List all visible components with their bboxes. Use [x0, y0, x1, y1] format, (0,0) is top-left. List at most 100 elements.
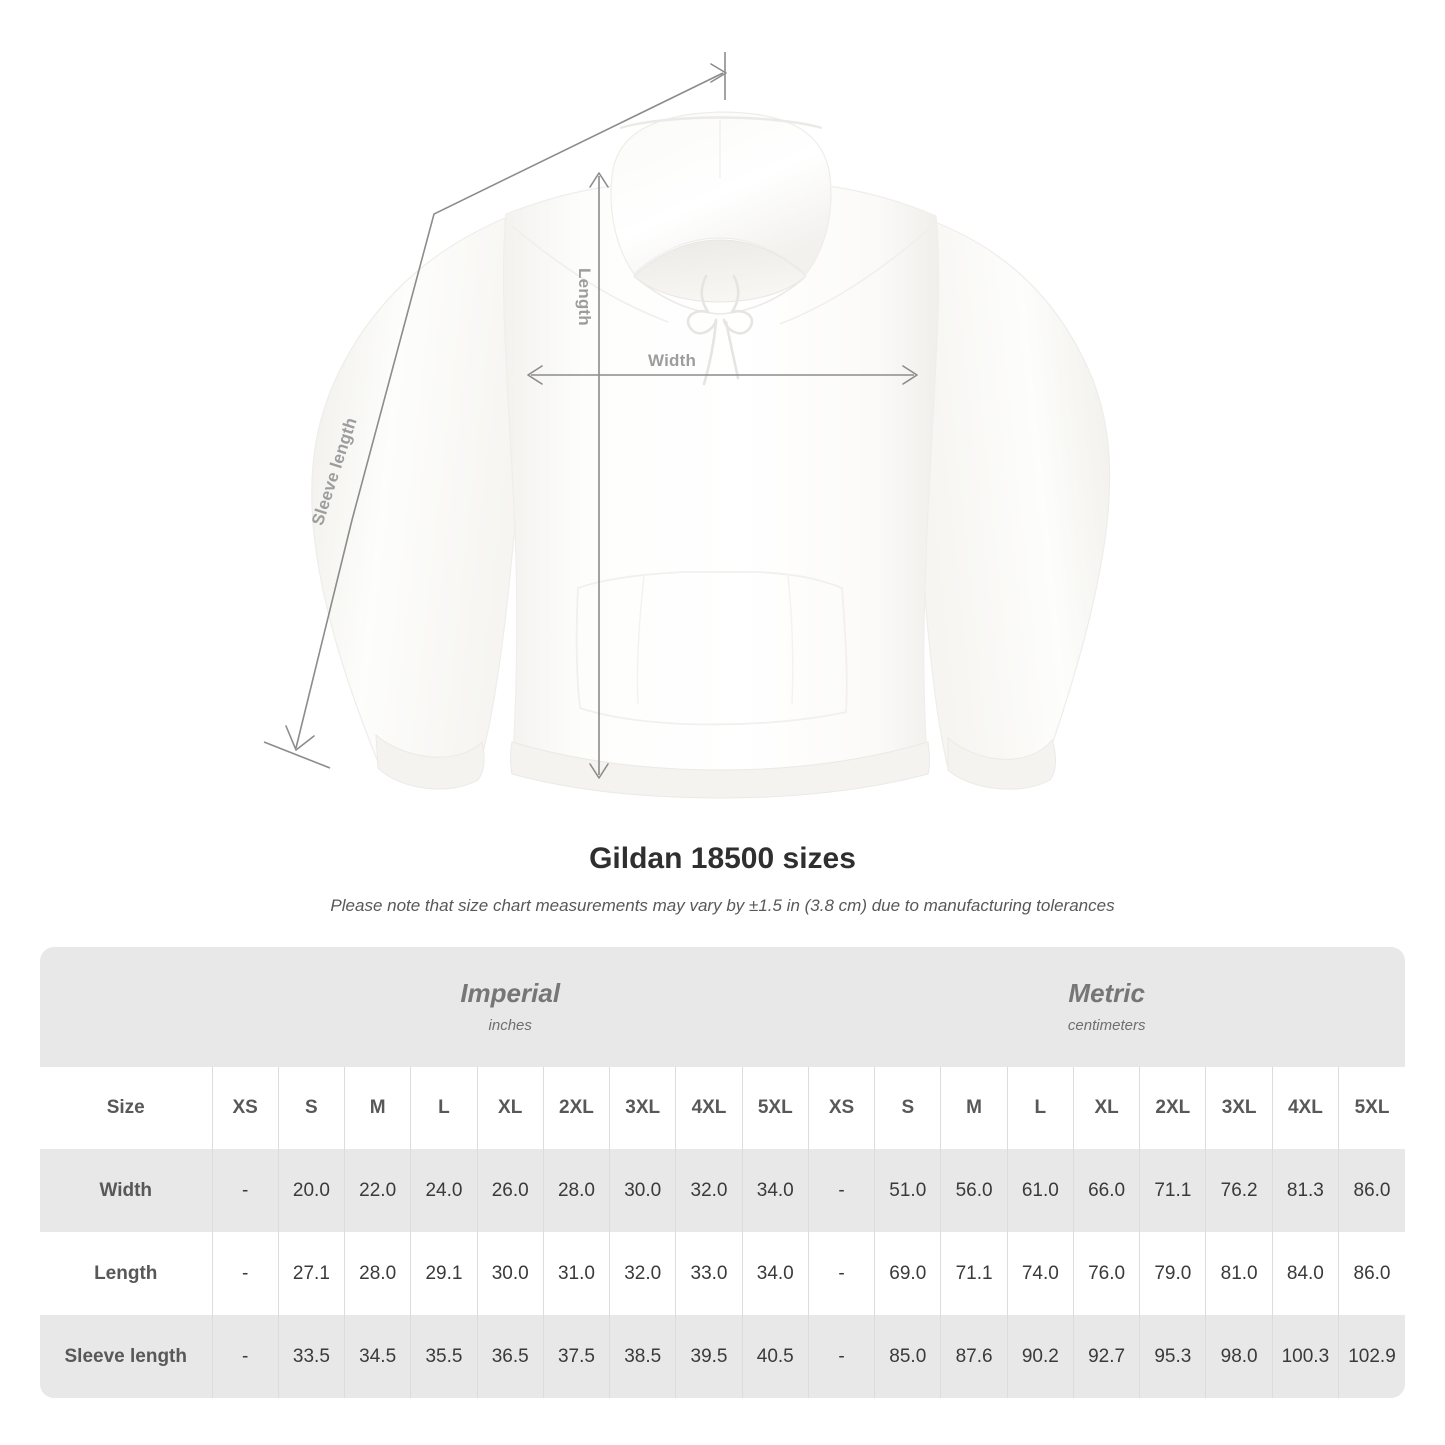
cell-length-metric-XL: 76.0 [1072, 1232, 1140, 1315]
garment-diagram: Length Width Sleeve length [263, 52, 1111, 799]
cell-width-imperial-4XL: 32.0 [675, 1149, 743, 1232]
cell-sleeve-length-metric-3XL: 98.0 [1205, 1315, 1273, 1398]
cell-width-metric-M: 56.0 [940, 1149, 1008, 1232]
cell-length-imperial-XS: - [211, 1232, 279, 1315]
cell-length-metric-5XL: 86.0 [1338, 1232, 1405, 1315]
size-header-imperial-L: L [410, 1067, 478, 1149]
cell-width-metric-XS: - [807, 1149, 875, 1232]
cell-sleeve-length-imperial-L: 35.5 [410, 1315, 478, 1398]
title-block: Gildan 18500 sizes Please note that size… [0, 840, 1445, 917]
cell-sleeve-length-imperial-M: 34.5 [344, 1315, 411, 1398]
row-label-sleeve-length: Sleeve length [40, 1315, 212, 1398]
cell-length-metric-2XL: 79.0 [1139, 1232, 1206, 1315]
length-label: Length [575, 268, 594, 326]
cell-length-metric-S: 69.0 [874, 1232, 941, 1315]
sleeve-arrow-top [710, 63, 727, 83]
table-row: Width -20.0 22.0 24.0 26.0 28.0 30.0 32.0 34.0-5… [40, 1149, 1405, 1232]
size-header-metric-2XL: 2XL [1139, 1067, 1206, 1149]
table-row: Sleeve length -33.5 34.5 35.5 36.5 37.5 38.5 39… [40, 1315, 1405, 1398]
sleeve-arrow-bottom [285, 725, 315, 751]
size-header-imperial-XS: XS [211, 1067, 279, 1149]
cell-length-imperial-5XL: 34.0 [741, 1232, 809, 1315]
cell-sleeve-length-metric-L: 90.2 [1006, 1315, 1074, 1398]
cell-length-imperial-3XL: 32.0 [609, 1232, 676, 1315]
length-arrow-top [589, 172, 609, 188]
metric-unit-name: centimeters [1067, 1017, 1146, 1034]
cell-length-imperial-XL: 30.0 [476, 1232, 544, 1315]
size-chart-table: Imperial inches Metric centimeters Size XS S M L… [40, 947, 1405, 1398]
unit-header-row: Imperial inches Metric centimeters [40, 947, 1405, 1067]
size-header-label: Size [40, 1067, 212, 1149]
cell-sleeve-length-metric-4XL: 100.3 [1271, 1315, 1339, 1398]
size-header-imperial-M: M [344, 1067, 411, 1149]
hoodie-body-shape [311, 111, 1111, 799]
width-arrow-left [527, 365, 543, 385]
size-header-imperial-3XL: 3XL [609, 1067, 676, 1149]
sleeve-start-tick [263, 741, 331, 769]
cell-width-metric-L: 61.0 [1006, 1149, 1074, 1232]
size-header-imperial-5XL: 5XL [741, 1067, 809, 1149]
page-title: Gildan 18500 sizes [589, 842, 856, 875]
cell-length-metric-L: 74.0 [1006, 1232, 1074, 1315]
imperial-unit-header: Imperial inches [212, 947, 809, 1067]
cell-width-metric-3XL: 76.2 [1205, 1149, 1273, 1232]
cell-sleeve-length-imperial-XS: - [211, 1315, 279, 1398]
size-header-imperial-S: S [277, 1067, 345, 1149]
cell-sleeve-length-metric-XL: 92.7 [1072, 1315, 1140, 1398]
cell-width-imperial-XS: - [211, 1149, 279, 1232]
cell-length-imperial-L: 29.1 [410, 1232, 478, 1315]
size-header-imperial-4XL: 4XL [675, 1067, 743, 1149]
cell-width-metric-2XL: 71.1 [1139, 1149, 1206, 1232]
cell-length-imperial-2XL: 31.0 [542, 1232, 610, 1315]
cell-sleeve-length-imperial-2XL: 37.5 [542, 1315, 610, 1398]
cell-width-imperial-M: 22.0 [344, 1149, 411, 1232]
size-header-metric-S: S [874, 1067, 941, 1149]
cell-length-metric-XS: - [807, 1232, 875, 1315]
cell-length-imperial-M: 28.0 [344, 1232, 411, 1315]
cell-sleeve-length-imperial-S: 33.5 [277, 1315, 345, 1398]
cell-width-metric-4XL: 81.3 [1271, 1149, 1339, 1232]
length-arrow-bottom [589, 763, 609, 779]
cell-sleeve-length-imperial-3XL: 38.5 [609, 1315, 676, 1398]
imperial-system-name: Imperial [460, 978, 561, 1008]
cell-sleeve-length-metric-2XL: 95.3 [1139, 1315, 1206, 1398]
table-row: Length -27.1 28.0 29.1 30.0 31.0 32.0 33.0 34.0-… [40, 1232, 1405, 1315]
tolerance-note: Please note that size chart measurements… [330, 896, 1115, 915]
size-header-metric-XL: XL [1072, 1067, 1140, 1149]
row-label-length: Length [40, 1232, 212, 1315]
cell-width-metric-S: 51.0 [874, 1149, 941, 1232]
size-header-metric-XS: XS [807, 1067, 875, 1149]
cell-width-imperial-L: 24.0 [410, 1149, 478, 1232]
row-label-width: Width [40, 1149, 212, 1232]
size-header-metric-3XL: 3XL [1205, 1067, 1273, 1149]
unit-header-blank [40, 947, 212, 1067]
hoodie-illustration [263, 52, 1111, 799]
cell-sleeve-length-metric-5XL: 102.9 [1338, 1315, 1405, 1398]
cell-length-metric-4XL: 84.0 [1271, 1232, 1339, 1315]
size-header-imperial-2XL: 2XL [542, 1067, 610, 1149]
cell-sleeve-length-imperial-XL: 36.5 [476, 1315, 544, 1398]
cell-length-metric-3XL: 81.0 [1205, 1232, 1273, 1315]
cell-length-imperial-4XL: 33.0 [675, 1232, 743, 1315]
size-header-metric-4XL: 4XL [1271, 1067, 1339, 1149]
imperial-unit-name: inches [488, 1017, 532, 1034]
metric-system-name: Metric [1068, 978, 1145, 1008]
size-header-row: Size XS S M L XL 2XL 3XL 4XL 5XL XS S M L XL 2XL 3XL 4XL 5… [40, 1067, 1405, 1149]
cell-width-imperial-XL: 26.0 [476, 1149, 544, 1232]
width-arrow-right [902, 365, 918, 385]
size-header-imperial-XL: XL [476, 1067, 544, 1149]
size-header-metric-M: M [940, 1067, 1008, 1149]
cell-width-imperial-S: 20.0 [277, 1149, 345, 1232]
sleeve-dimension-line [295, 72, 724, 749]
cell-sleeve-length-imperial-5XL: 40.5 [741, 1315, 809, 1398]
cell-length-imperial-S: 27.1 [277, 1232, 345, 1315]
size-chart-table-wrap: Imperial inches Metric centimeters Size XS S M L… [40, 947, 1405, 1398]
cell-sleeve-length-imperial-4XL: 39.5 [675, 1315, 743, 1398]
size-header-metric-L: L [1006, 1067, 1074, 1149]
cell-sleeve-length-metric-XS: - [807, 1315, 875, 1398]
cell-width-imperial-3XL: 30.0 [609, 1149, 676, 1232]
cell-width-imperial-2XL: 28.0 [542, 1149, 610, 1232]
size-header-metric-5XL: 5XL [1338, 1067, 1405, 1149]
cell-length-metric-M: 71.1 [940, 1232, 1008, 1315]
cell-width-metric-XL: 66.0 [1072, 1149, 1140, 1232]
